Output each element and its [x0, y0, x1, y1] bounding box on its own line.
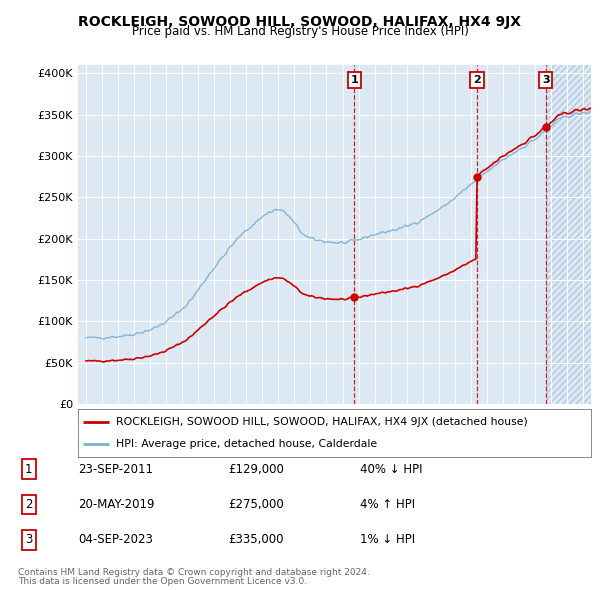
Bar — [545, 65, 591, 404]
Text: This data is licensed under the Open Government Licence v3.0.: This data is licensed under the Open Gov… — [18, 577, 307, 586]
Text: 3: 3 — [542, 75, 550, 85]
Text: 1: 1 — [25, 463, 32, 476]
Text: 3: 3 — [25, 533, 32, 546]
Text: 40% ↓ HPI: 40% ↓ HPI — [360, 463, 422, 476]
Text: £129,000: £129,000 — [228, 463, 284, 476]
Text: Price paid vs. HM Land Registry's House Price Index (HPI): Price paid vs. HM Land Registry's House … — [131, 25, 469, 38]
Text: 04-SEP-2023: 04-SEP-2023 — [78, 533, 153, 546]
Text: £275,000: £275,000 — [228, 498, 284, 511]
Text: £335,000: £335,000 — [228, 533, 284, 546]
Text: Contains HM Land Registry data © Crown copyright and database right 2024.: Contains HM Land Registry data © Crown c… — [18, 568, 370, 576]
Text: HPI: Average price, detached house, Calderdale: HPI: Average price, detached house, Cald… — [116, 439, 377, 449]
Text: 1% ↓ HPI: 1% ↓ HPI — [360, 533, 415, 546]
Text: 4% ↑ HPI: 4% ↑ HPI — [360, 498, 415, 511]
Text: 2: 2 — [473, 75, 481, 85]
Text: 1: 1 — [350, 75, 358, 85]
Text: 23-SEP-2011: 23-SEP-2011 — [78, 463, 153, 476]
Text: ROCKLEIGH, SOWOOD HILL, SOWOOD, HALIFAX, HX4 9JX (detached house): ROCKLEIGH, SOWOOD HILL, SOWOOD, HALIFAX,… — [116, 417, 528, 427]
Text: ROCKLEIGH, SOWOOD HILL, SOWOOD, HALIFAX, HX4 9JX: ROCKLEIGH, SOWOOD HILL, SOWOOD, HALIFAX,… — [79, 15, 521, 29]
Text: 20-MAY-2019: 20-MAY-2019 — [78, 498, 155, 511]
Text: 2: 2 — [25, 498, 32, 511]
